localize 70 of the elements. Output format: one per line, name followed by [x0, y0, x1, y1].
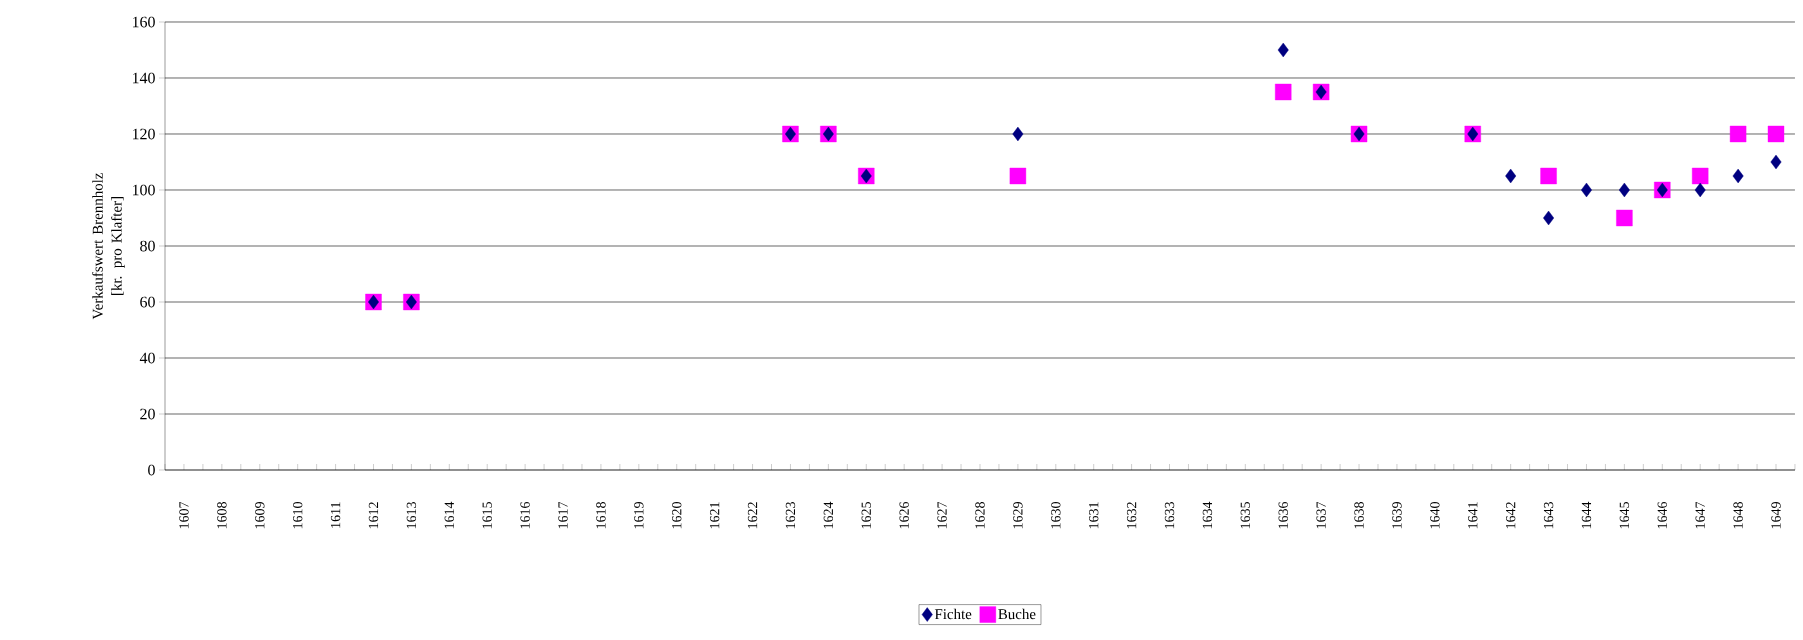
x-tick-label: 1616	[520, 501, 530, 529]
y-tick-label: 60	[140, 296, 155, 308]
x-tick-label: 1622	[747, 502, 758, 529]
x-tick-label: 1645	[1619, 502, 1630, 529]
x-tick-label: 1617	[558, 501, 568, 529]
point	[1277, 42, 1289, 58]
point	[1543, 210, 1555, 226]
y-axis-title: Verkaufswert Brennholz [kr. pro Klafter]	[92, 172, 125, 320]
point	[1012, 126, 1024, 142]
legend-label: Buche	[998, 608, 1036, 620]
x-tick-label: 1609	[255, 502, 265, 529]
x-tick-label: 1608	[217, 502, 227, 529]
point	[1767, 125, 1785, 143]
point	[1732, 168, 1744, 184]
x-tick-label: 1614	[444, 501, 454, 529]
x-tick-label: 1624	[823, 501, 834, 529]
x-tick-label: 1618	[596, 502, 606, 529]
x-tick-label: 1621	[709, 502, 720, 529]
point	[1729, 125, 1747, 143]
point	[1694, 182, 1706, 198]
x-tick-label: 1642	[1505, 502, 1516, 529]
x-tick-label: 1649	[1771, 502, 1781, 529]
x-tick-label: 1627	[937, 501, 947, 529]
x-tick-label: 1615	[482, 502, 492, 529]
x-tick-label: 1607	[179, 501, 189, 529]
y-tick-label: 140	[132, 72, 155, 84]
point	[1505, 168, 1517, 184]
x-tick-label: 1637	[1316, 501, 1326, 529]
x-tick-label: 1612	[368, 502, 379, 529]
x-tick-label: 1623	[785, 502, 796, 529]
x-tick-label: 1640	[1430, 502, 1440, 529]
point	[1692, 167, 1709, 185]
x-tick-label: 1644	[1581, 501, 1592, 529]
x-tick-label: 1625	[861, 502, 871, 529]
x-tick-label: 1638	[1354, 502, 1364, 529]
x-tick-label: 1611	[330, 502, 341, 528]
point	[1540, 167, 1557, 185]
x-tick-label: 1628	[975, 502, 985, 529]
x-tick-label: 1613	[406, 502, 417, 529]
point	[1616, 209, 1633, 227]
x-tick-label: 1635	[1240, 502, 1251, 529]
x-tick-label: 1619	[634, 502, 644, 529]
y-tick-label: 80	[140, 240, 155, 252]
x-tick-label: 1639	[1392, 502, 1402, 529]
y-tick-label: 40	[139, 352, 155, 364]
point	[1009, 167, 1027, 185]
y-tick-label: 160	[132, 16, 155, 28]
y-tick-label: 20	[140, 408, 155, 420]
x-tick-label: 1647	[1695, 501, 1705, 529]
x-tick-label: 1648	[1733, 502, 1743, 529]
x-tick-label: 1634	[1202, 501, 1213, 529]
x-tick-label: 1620	[672, 502, 682, 529]
point	[1275, 83, 1292, 101]
y-tick-label: 100	[132, 184, 155, 196]
x-tick-label: 1633	[1164, 502, 1175, 529]
x-tick-label: 1636	[1278, 501, 1288, 529]
point	[1770, 154, 1782, 170]
y-tick-label: 120	[132, 128, 155, 140]
point	[1618, 182, 1630, 198]
x-tick-label: 1629	[1013, 502, 1023, 529]
legend-label: Fichte	[934, 608, 972, 620]
x-tick-label: 1610	[292, 502, 303, 529]
x-tick-label: 1630	[1051, 502, 1061, 529]
y-tick-label: 0	[148, 464, 155, 476]
x-tick-label: 1626	[899, 501, 909, 529]
x-tick-label: 1631	[1089, 502, 1099, 529]
x-tick-label: 1632	[1126, 502, 1137, 529]
x-tick-label: 1641	[1468, 502, 1478, 529]
x-tick-label: 1643	[1543, 502, 1554, 529]
x-tick-label: 1646	[1657, 501, 1667, 529]
